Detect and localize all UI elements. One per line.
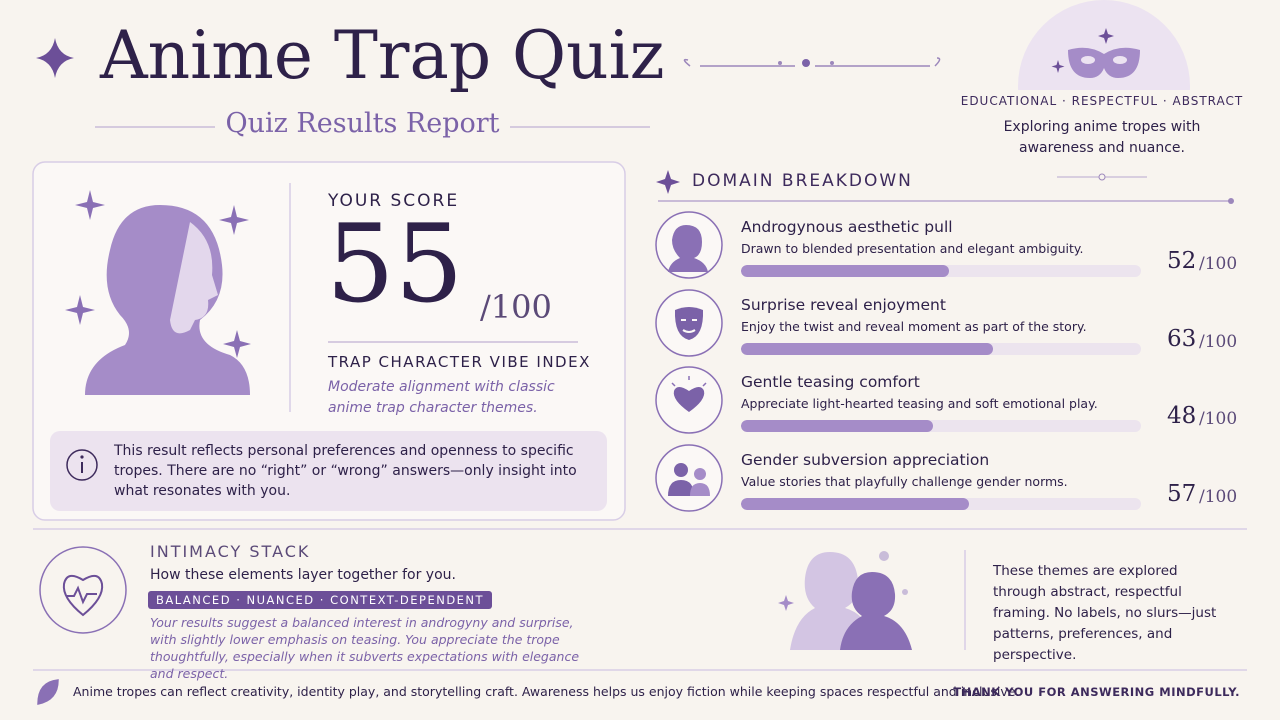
score-bar	[741, 265, 949, 277]
domain-max: /100	[1199, 409, 1238, 429]
domain-max: /100	[1199, 254, 1238, 274]
domain-name: Gender subversion appreciation	[741, 450, 990, 469]
bar-track	[741, 420, 1141, 432]
index-title: TRAP CHARACTER VIBE INDEX	[328, 353, 591, 371]
intimacy-subtitle: How these elements layer together for yo…	[150, 567, 456, 583]
domain-name: Surprise reveal enjoyment	[741, 295, 946, 314]
domain-score: 63	[1167, 325, 1197, 352]
bar-track	[741, 342, 1141, 355]
domain-score: 48	[1167, 403, 1197, 429]
badge-text: Exploring anime tropes with awareness an…	[1003, 119, 1201, 156]
domain-max: /100	[1199, 486, 1238, 507]
footer-thanks: THANK YOU FOR ANSWERING MINDFULLY.	[953, 685, 1240, 699]
footer-text: Anime tropes can reflect creativity, ide…	[73, 684, 1020, 699]
domain-description: Appreciate light-hearted teasing and sof…	[741, 396, 1098, 411]
domain-name: Androgynous aesthetic pull	[741, 218, 953, 236]
domain-max: /100	[1199, 331, 1238, 352]
domain-description: Enjoy the twist and reveal moment as par…	[741, 318, 1087, 334]
bar-track	[741, 265, 1141, 277]
subtitle: Quiz Results Report	[225, 108, 500, 139]
title: Anime Trap Quiz	[100, 17, 665, 94]
score-max: /100	[480, 288, 552, 326]
intimacy-tag: BALANCED · NUANCED · CONTEXT-DEPENDENT	[148, 591, 493, 609]
score-bar	[741, 497, 969, 510]
domain-name: Gentle teasing comfort	[741, 373, 920, 391]
domain-description: Value stories that playfully challenge g…	[741, 473, 1068, 489]
side-note: These themes are explored through abstra…	[993, 563, 1217, 663]
score-bar	[741, 420, 933, 432]
badge-tags: EDUCATIONAL · RESPECTFUL · ABSTRACT	[960, 94, 1244, 108]
note: This result reflects personal preference…	[114, 443, 577, 499]
intimacy-heading: INTIMACY STACK	[150, 542, 311, 561]
domain-score: 57	[1167, 480, 1197, 507]
bar-track	[741, 497, 1141, 510]
score-label: YOUR SCORE	[328, 191, 460, 211]
domain-score: 52	[1167, 248, 1197, 274]
intimacy-summary: Your results suggest a balanced interest…	[150, 615, 580, 681]
score-bar	[741, 342, 993, 355]
score-value: 55	[326, 202, 464, 327]
index-description: Moderate alignment with classic anime tr…	[328, 379, 555, 416]
domain-description: Drawn to blended presentation and elegan…	[741, 241, 1084, 256]
domain-heading: DOMAIN BREAKDOWN	[692, 171, 913, 191]
